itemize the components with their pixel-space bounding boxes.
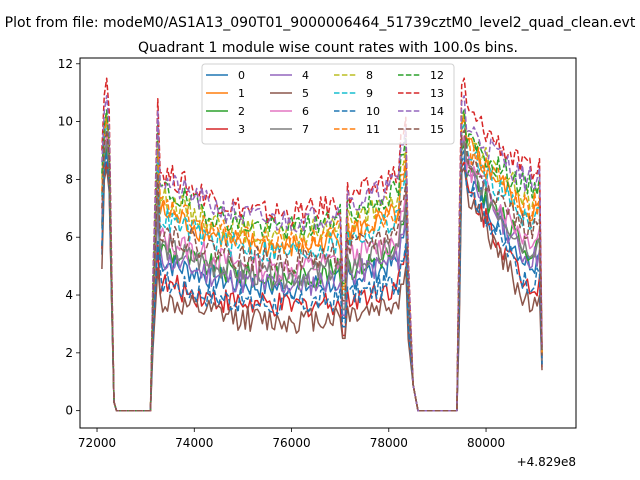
legend-label-2: 2 [238, 105, 245, 118]
series-line-5 [101, 167, 543, 412]
y-tick-label: 8 [65, 172, 73, 186]
legend-label-7: 7 [302, 123, 309, 136]
x-tick-label: 74000 [175, 436, 213, 450]
chart-title: Quadrant 1 module wise count rates with … [138, 40, 518, 56]
x-tick-label: 76000 [272, 436, 310, 450]
legend-label-0: 0 [238, 69, 245, 82]
legend-label-8: 8 [366, 69, 373, 82]
series-line-13 [101, 77, 543, 412]
y-tick-label: 12 [58, 57, 73, 71]
y-tick-label: 6 [65, 230, 73, 244]
legend-label-6: 6 [302, 105, 309, 118]
y-tick-label: 4 [65, 288, 73, 302]
x-offset-label: +4.829e8 [517, 455, 576, 469]
series-line-10 [101, 155, 543, 412]
legend-label-5: 5 [302, 87, 309, 100]
legend-label-14: 14 [430, 105, 444, 118]
chart-suptitle: Plot from file: modeM0/AS1A13_090T01_900… [5, 15, 636, 31]
x-tick-label: 80000 [467, 436, 505, 450]
series-layer [101, 77, 543, 412]
legend-label-9: 9 [366, 87, 373, 100]
series-line-12 [101, 109, 543, 412]
legend-label-11: 11 [366, 123, 380, 136]
legend-label-13: 13 [430, 87, 444, 100]
legend-label-15: 15 [430, 123, 444, 136]
legend-box [201, 63, 455, 145]
legend-label-4: 4 [302, 69, 309, 82]
legend-label-1: 1 [238, 87, 245, 100]
y-tick-label: 10 [58, 115, 73, 129]
series-line-15 [101, 129, 543, 412]
y-tick-label: 0 [65, 404, 73, 418]
legend-label-12: 12 [430, 69, 444, 82]
y-axis: 0 2 4 6 8 10 12 [58, 57, 80, 418]
legend-label-10: 10 [366, 105, 380, 118]
plot-frame [79, 57, 577, 429]
series-line-14 [101, 94, 543, 412]
series-line-9 [101, 123, 543, 412]
legend-label-3: 3 [238, 123, 245, 136]
x-axis: 72000 74000 76000 78000 80000 [78, 428, 505, 450]
series-line-7 [101, 141, 543, 412]
y-tick-label: 2 [65, 346, 73, 360]
x-tick-label: 78000 [370, 436, 408, 450]
x-tick-label: 72000 [78, 436, 116, 450]
